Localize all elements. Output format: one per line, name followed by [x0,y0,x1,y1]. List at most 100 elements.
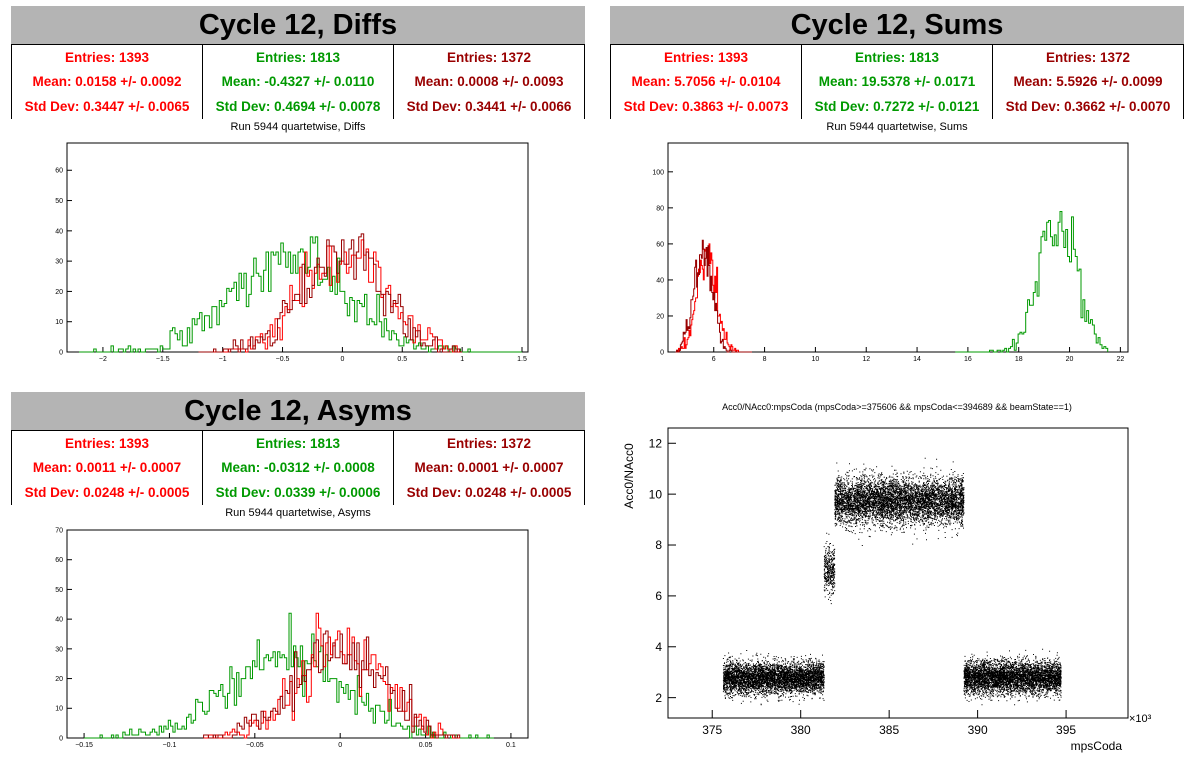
y-tick-label: 60 [656,241,664,248]
diffs-stats-darkred: Entries: 1372 Mean: 0.0008 +/- 0.0093 St… [394,45,584,119]
histogram-darkred [675,239,752,353]
y-tick-label: 0 [660,349,664,356]
x-axis-label: mpsCoda [1071,739,1123,753]
stat-mean: Mean: 0.0008 +/- 0.0093 [414,74,564,90]
x-tick-label: 22 [1116,356,1124,363]
x-tick-label: −2 [99,356,107,363]
stat-mean: Mean: 0.0001 +/- 0.0007 [414,460,564,476]
y-tick-label: 50 [55,198,63,205]
asyms-stats-green: Entries: 1813 Mean: -0.0312 +/- 0.0008 S… [203,431,394,505]
x-tick-label: −0.15 [75,742,93,749]
x-tick-label: 8 [763,356,767,363]
asyms-stats-box: Entries: 1393 Mean: 0.0011 +/- 0.0007 St… [11,430,585,505]
x-tick-label: −1 [219,356,227,363]
plot-frame [66,529,529,739]
y-tick-label: 8 [655,538,662,552]
histogram-red [675,243,752,353]
stat-entries: Entries: 1813 [854,49,940,65]
y-tick-label: 70 [55,527,63,534]
diffs-stats-red: Entries: 1393 Mean: 0.0158 +/- 0.0092 St… [12,45,203,119]
stat-std: Std Dev: 0.4694 +/- 0.0078 [215,99,381,115]
stat-std: Std Dev: 0.0339 +/- 0.0006 [215,485,381,501]
y-tick-label: 40 [656,277,664,284]
stat-mean: Mean: -0.0312 +/- 0.0008 [221,460,375,476]
y-tick-label: 2 [655,691,662,705]
y-tick-label: 10 [55,706,63,713]
x-tick-label: −0.1 [163,742,177,749]
stat-entries: Entries: 1372 [446,49,532,65]
histogram-darkred [203,630,461,739]
stat-mean: Mean: 0.0158 +/- 0.0092 [32,74,182,90]
y-tick-label: 40 [55,617,63,624]
x-tick-label: 0.05 [419,742,433,749]
x-tick-label: 380 [791,723,811,737]
stat-std: Std Dev: 0.3863 +/- 0.0073 [623,99,789,115]
scatter-dots [722,457,1062,706]
x-tick-label: 385 [879,723,899,737]
stat-std: Std Dev: 0.7272 +/- 0.0121 [814,99,980,115]
x-tick-label: −0.5 [276,356,290,363]
sums-stats-box: Entries: 1393 Mean: 5.7056 +/- 0.0104 St… [610,44,1184,119]
histogram-darkred [198,233,463,353]
sums-subtitle: Run 5944 quartetwise, Sums [826,121,968,133]
x-tick-label: −0.05 [246,742,264,749]
x-tick-label: 0 [338,742,342,749]
y-tick-label: 20 [55,289,63,296]
y-tick-label: 20 [55,676,63,683]
x-tick-label: 395 [1056,723,1076,737]
scatter-title: Acc0/NAcc0:mpsCoda (mpsCoda>=375606 && m… [722,402,1072,412]
sums-stats-red: Entries: 1393 Mean: 5.7056 +/- 0.0104 St… [611,45,802,119]
x-axis-exponent: ×10³ [1129,713,1152,725]
y-tick-label: 0 [59,349,63,356]
stat-entries: Entries: 1372 [1045,49,1131,65]
stat-std: Std Dev: 0.0248 +/- 0.0005 [406,485,572,501]
x-tick-label: 18 [1015,356,1023,363]
asyms-title: Cycle 12, Asyms [11,392,585,430]
x-tick-label: 12 [862,356,870,363]
stat-std: Std Dev: 0.0248 +/- 0.0005 [24,485,190,501]
y-tick-label: 0 [59,735,63,742]
stat-entries: Entries: 1393 [64,49,150,65]
x-tick-label: 1 [460,356,464,363]
x-tick-label: 20 [1066,356,1074,363]
y-axis-label: Acc0/NAcc0 [622,443,636,509]
x-tick-label: 16 [964,356,972,363]
plot-frame [667,427,1129,719]
histogram-green [955,211,1109,353]
stat-mean: Mean: -0.4327 +/- 0.0110 [221,74,375,90]
x-tick-label: 0.5 [397,356,407,363]
stat-entries: Entries: 1393 [663,49,749,65]
stat-std: Std Dev: 0.3447 +/- 0.0065 [24,99,190,115]
scatter-points [722,457,1062,706]
asyms-subtitle: Run 5944 quartetwise, Asyms [225,507,371,519]
x-tick-label: 0.1 [506,742,516,749]
plot-frame [66,142,529,353]
sums-title: Cycle 12, Sums [610,6,1184,44]
stat-entries: Entries: 1813 [255,49,341,65]
diffs-subtitle: Run 5944 quartetwise, Diffs [230,121,366,133]
x-tick-label: 14 [913,356,921,363]
x-tick-label: 6 [712,356,716,363]
y-tick-label: 30 [55,646,63,653]
x-tick-label: 1.5 [517,356,527,363]
stat-std: Std Dev: 0.3662 +/- 0.0070 [1005,99,1171,115]
y-tick-label: 6 [655,589,662,603]
y-tick-label: 100 [652,169,664,176]
stat-entries: Entries: 1393 [64,435,150,451]
histogram-green [79,236,522,353]
y-tick-label: 50 [55,587,63,594]
x-tick-label: −1.5 [156,356,170,363]
y-tick-label: 30 [55,259,63,266]
y-tick-label: 12 [649,436,663,450]
plot-frame [667,142,1129,353]
asyms-stats-red: Entries: 1393 Mean: 0.0011 +/- 0.0007 St… [12,431,203,505]
diffs-title: Cycle 12, Diffs [11,6,585,44]
y-tick-label: 20 [656,313,664,320]
x-tick-label: 0 [340,356,344,363]
sums-stats-green: Entries: 1813 Mean: 19.5378 +/- 0.0171 S… [802,45,993,119]
stat-mean: Mean: 5.7056 +/- 0.0104 [631,74,781,90]
